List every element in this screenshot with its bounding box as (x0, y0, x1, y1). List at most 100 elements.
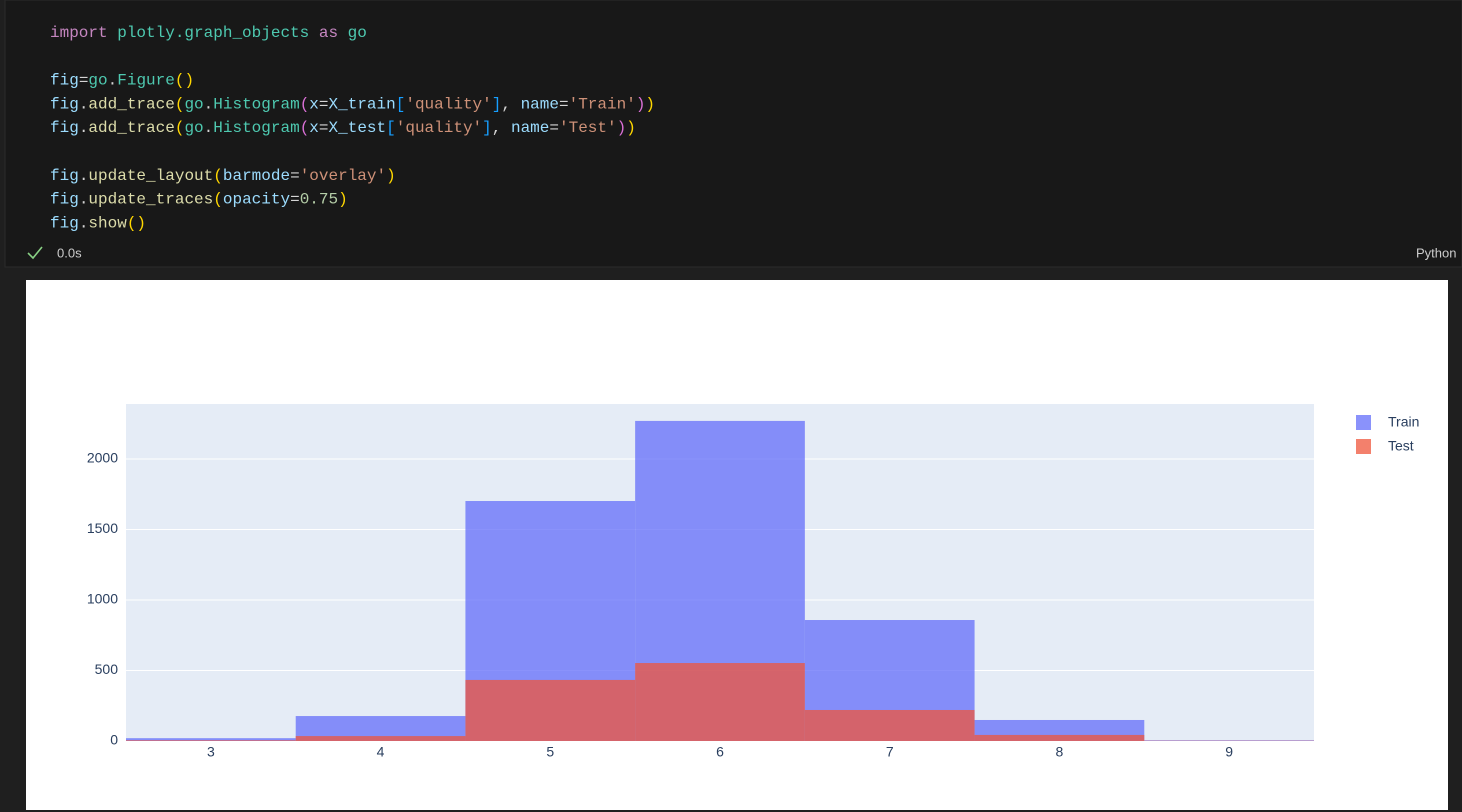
code-token: Histogram (213, 119, 299, 137)
code-line: fig=go.Figure() (50, 72, 194, 90)
code-token: . (79, 215, 89, 233)
code-token: = (549, 119, 559, 137)
code-token: 'quality' (405, 96, 491, 114)
code-token: ] (492, 96, 502, 114)
code-line: fig.update_layout(barmode='overlay') (50, 167, 396, 185)
code-token: = (290, 191, 300, 209)
code-token: 0.75 (300, 191, 338, 209)
code-token: ) (636, 96, 646, 114)
kernel-language[interactable]: Python (1416, 245, 1456, 260)
x-tick-label: 3 (207, 744, 215, 760)
success-icon (27, 246, 43, 260)
x-tick-label: 8 (1056, 744, 1064, 760)
code-token: , (492, 119, 511, 137)
histogram-bar (465, 679, 636, 741)
code-token: ) (338, 191, 348, 209)
code-token: . (79, 191, 89, 209)
code-token: . (204, 96, 214, 114)
histogram-bar (1144, 740, 1314, 741)
code-token: Histogram (213, 96, 299, 114)
code-token: fig (50, 119, 79, 137)
code-token: ) (626, 119, 636, 137)
code-token: add_trace (88, 96, 174, 114)
code-token: fig (50, 96, 79, 114)
code-token: go (88, 72, 107, 90)
code-token: [ (386, 119, 396, 137)
code-token: as (319, 24, 338, 42)
code-token: fig (50, 167, 79, 185)
code-token: = (79, 72, 89, 90)
code-token: . (79, 167, 89, 185)
y-tick-label: 1500 (87, 520, 118, 536)
code-token: ) (645, 96, 655, 114)
histogram-bar (126, 740, 296, 741)
code-token: ( (213, 191, 223, 209)
legend-label[interactable]: Train (1388, 414, 1419, 430)
y-tick-label: 1000 (87, 591, 118, 607)
code-token: Figure (117, 72, 175, 90)
code-line: import plotly.graph_objects as go (50, 24, 367, 42)
code-token: . (108, 72, 118, 90)
code-token: opacity (223, 191, 291, 209)
code-token: ] (482, 119, 492, 137)
legend-swatch[interactable] (1356, 439, 1371, 454)
code-token: . (79, 119, 89, 137)
code-token (309, 24, 319, 42)
y-tick-label: 2000 (87, 450, 118, 466)
code-token: plotly.graph_objects (117, 24, 309, 42)
code-token: 'Train' (569, 96, 636, 114)
code-line: fig.update_traces(opacity=0.75) (50, 191, 348, 209)
code-token: ( (175, 119, 185, 137)
code-line: fig.add_trace(go.Histogram(x=X_test['qua… (50, 119, 636, 137)
code-token: () (127, 215, 146, 233)
code-token: go (184, 96, 203, 114)
code-token: = (319, 96, 329, 114)
code-block: import plotly.graph_objects as gofig=go.… (50, 24, 655, 232)
code-token: x (309, 96, 319, 114)
y-tick-label: 0 (110, 732, 118, 748)
histogram-bar (295, 736, 466, 741)
x-tick-label: 4 (377, 744, 385, 760)
code-token: . (204, 119, 214, 137)
legend-swatch[interactable] (1356, 415, 1371, 430)
code-token: go (184, 119, 203, 137)
code-token: fig (50, 191, 79, 209)
code-token: 'Test' (559, 119, 617, 137)
code-token: ( (300, 96, 310, 114)
histogram-bar (635, 663, 805, 741)
code-token: ) (617, 119, 627, 137)
x-tick-label: 5 (546, 744, 554, 760)
code-token: go (348, 24, 367, 42)
legend-label[interactable]: Test (1388, 438, 1414, 454)
chart: 0 500 1000 1500 2000 3 4 5 6 7 8 9 Train Test (87, 404, 1419, 760)
code-token: () (175, 72, 194, 90)
code-token: show (88, 215, 127, 233)
code-token: name (521, 96, 559, 114)
code-token: 'overlay' (300, 167, 386, 185)
histogram-bar (126, 738, 296, 741)
code-token: name (511, 119, 549, 137)
code-token: = (559, 96, 569, 114)
code-token: = (319, 119, 329, 137)
y-tick-label: 500 (95, 661, 119, 677)
code-token: fig (50, 72, 79, 90)
code-token: X_train (329, 96, 396, 114)
histogram-bar (804, 709, 975, 741)
x-tick-label: 7 (886, 744, 894, 760)
code-token: , (501, 96, 520, 114)
code-token (108, 24, 118, 42)
code-line: fig.show() (50, 215, 146, 233)
code-token: ) (386, 167, 396, 185)
code-cell (4, 0, 1462, 268)
code-token: . (79, 96, 89, 114)
code-token: 'quality' (396, 119, 482, 137)
code-token (338, 24, 348, 42)
code-token: ( (175, 96, 185, 114)
code-token: ( (213, 167, 223, 185)
code-token: add_trace (88, 119, 174, 137)
code-line: fig.add_trace(go.Histogram(x=X_train['qu… (50, 96, 655, 114)
code-token: import (50, 24, 108, 42)
code-token: barmode (223, 167, 290, 185)
